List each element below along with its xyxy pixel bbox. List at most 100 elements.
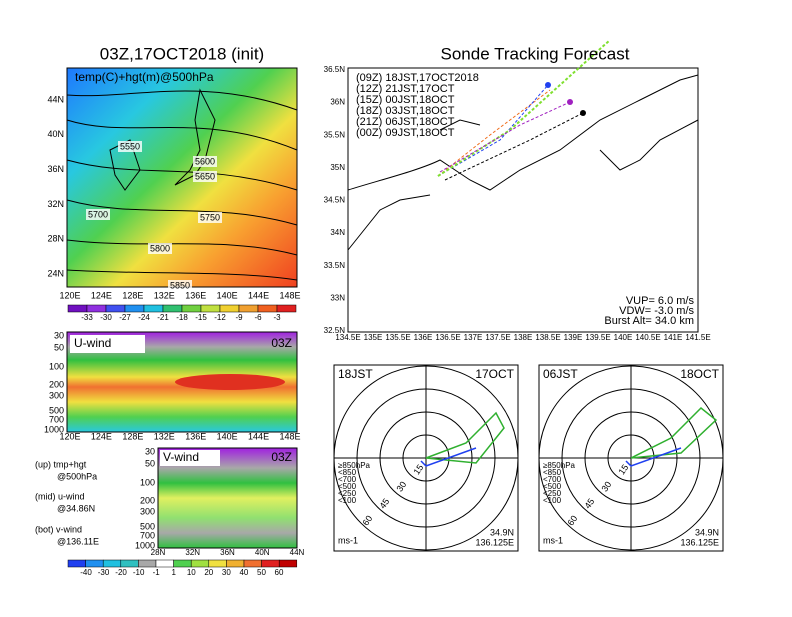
- note: (up) tmp+hgt: [35, 459, 87, 469]
- ring-label: 60: [360, 514, 374, 528]
- x-tick-label: 120E: [59, 431, 80, 441]
- colorbar-box: [67, 559, 86, 568]
- track: [437, 84, 549, 177]
- colorbar-label: 60: [275, 568, 284, 577]
- y-tick-label: 32N: [47, 199, 64, 209]
- burst-point: [545, 82, 551, 88]
- colorbar-label: -21: [157, 313, 169, 322]
- panel-label: V-wind: [163, 450, 199, 464]
- y-tick-label: 500: [140, 521, 155, 531]
- burst-point: [567, 99, 573, 105]
- colorbar-label: 20: [204, 568, 213, 577]
- colorbar-label: -12: [214, 313, 226, 322]
- note: @500hPa: [57, 471, 97, 481]
- hodo-time: 18JST: [338, 367, 373, 381]
- colorbar-box: [143, 304, 164, 313]
- level-label: <250: [338, 489, 357, 498]
- y-tick-label: 100: [49, 361, 64, 371]
- y-tick-label: 500: [49, 405, 64, 415]
- level-label: <500: [543, 482, 562, 491]
- contour-label: 5550: [120, 141, 140, 151]
- x-tick-label: 134.5E: [335, 333, 360, 342]
- panel-label: temp(C)+hgt(m)@500hPa: [75, 70, 214, 84]
- colorbar-box: [181, 304, 202, 313]
- hodograph-trace: [425, 411, 505, 464]
- panel-time: 03Z: [271, 450, 292, 464]
- x-tick-label: 44N: [290, 548, 305, 557]
- height-contours: [66, 90, 298, 281]
- label-bg: [193, 156, 217, 167]
- label-bg: [193, 171, 217, 182]
- legend-entry: (15Z) 00JST,18OCT: [356, 94, 455, 106]
- colorbar-box: [200, 304, 221, 313]
- contour-label: 5600: [195, 156, 215, 166]
- colorbar-label: 1: [172, 568, 177, 577]
- track: [439, 101, 571, 173]
- colorbar-box: [67, 304, 88, 313]
- colorbar-box: [102, 559, 122, 568]
- ring-label: 15: [411, 463, 425, 477]
- label-box: [70, 335, 145, 353]
- x-tick-label: 137.5E: [485, 333, 510, 342]
- lat: 34.9N: [490, 527, 514, 537]
- contour-label: 5800: [150, 243, 170, 253]
- y-tick-label: 300: [140, 506, 155, 516]
- label-bg: [168, 280, 192, 291]
- panel-title: Sonde Tracking Forecast: [441, 44, 630, 63]
- y-tick-label: 200: [140, 495, 155, 505]
- param: Burst Alt= 34.0 km: [604, 315, 694, 327]
- track-map: [347, 67, 699, 333]
- contour-label: 5650: [195, 171, 215, 181]
- hodograph-trace: [420, 447, 477, 467]
- colorbar-label: 50: [257, 568, 266, 577]
- x-tick-label: 120E: [59, 290, 80, 300]
- level-label: <850: [543, 468, 562, 477]
- y-tick-label: 1000: [44, 424, 64, 434]
- y-tick-label: 32.5N: [324, 326, 346, 335]
- hodograph-plot: [539, 365, 723, 551]
- colorbar-label: -10: [133, 568, 145, 577]
- x-tick-label: 136E: [185, 290, 206, 300]
- x-tick-label: 144E: [248, 431, 269, 441]
- colorbar-label: -6: [254, 313, 262, 322]
- level-label: <700: [543, 475, 562, 484]
- colorbar-box: [120, 559, 139, 568]
- panel-label: U-wind: [74, 336, 111, 350]
- colorbar-label: -33: [81, 313, 93, 322]
- x-tick-label: 128E: [122, 431, 143, 441]
- colorbar-box: [278, 559, 298, 568]
- x-tick-label: 132E: [154, 431, 175, 441]
- note: (mid) u-wind: [35, 491, 85, 501]
- y-tick-label: 44N: [47, 94, 64, 104]
- y-tick-label: 1000: [135, 540, 155, 550]
- y-tick-label: 34N: [330, 228, 345, 237]
- contour-label: 5700: [88, 209, 108, 219]
- legend-entry: (00Z) 09JST,18OCT: [356, 127, 455, 139]
- u-wind-core: [175, 374, 285, 390]
- note: (bot) v-wind: [35, 524, 82, 534]
- ring-label: 45: [582, 497, 596, 511]
- unit: ms-1: [338, 535, 358, 545]
- colorbar-box: [86, 304, 107, 313]
- x-tick-label: 140E: [614, 333, 633, 342]
- colorbar-label: -20: [115, 568, 127, 577]
- y-tick-label: 24N: [47, 268, 64, 278]
- colorbar-label: -40: [80, 568, 92, 577]
- x-tick-label: 144E: [248, 290, 269, 300]
- ring-label: 30: [394, 480, 408, 494]
- x-tick-label: 136E: [185, 431, 206, 441]
- y-tick-label: 50: [145, 458, 155, 468]
- y-tick-label: 200: [49, 379, 64, 389]
- y-tick-label: 700: [140, 530, 155, 540]
- track: [444, 112, 584, 181]
- x-tick-label: 140.5E: [635, 333, 660, 342]
- level-label: <500: [338, 482, 357, 491]
- y-tick-label: 300: [49, 390, 64, 400]
- panel-time: 03Z: [271, 336, 292, 350]
- hodo-time: 06JST: [543, 367, 578, 381]
- x-tick-label: 128E: [122, 290, 143, 300]
- ring-label: 45: [377, 497, 391, 511]
- x-tick-label: 148E: [279, 431, 300, 441]
- colorbar-box: [208, 559, 227, 568]
